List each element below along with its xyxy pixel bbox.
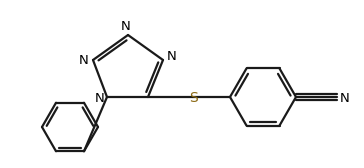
- Text: N: N: [167, 50, 177, 62]
- Text: N: N: [79, 53, 89, 67]
- Text: N: N: [95, 92, 105, 104]
- Text: N: N: [121, 19, 131, 32]
- Text: S: S: [189, 91, 197, 105]
- Text: N: N: [340, 92, 350, 104]
